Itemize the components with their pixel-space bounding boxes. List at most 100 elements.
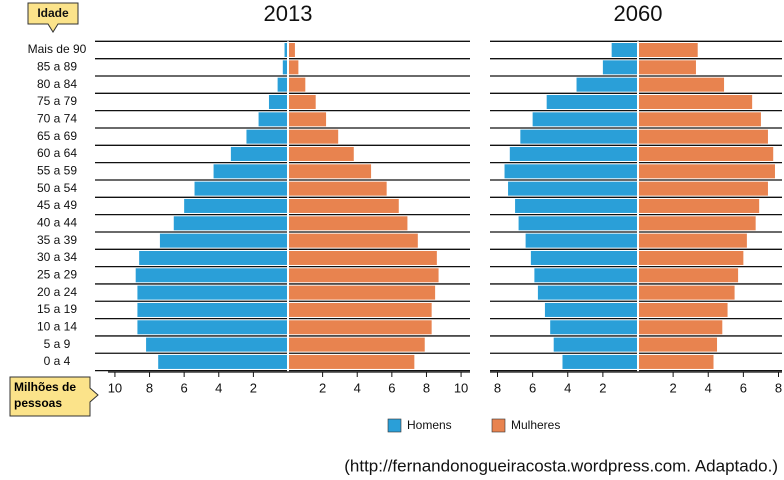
bar [268,94,288,109]
bar [546,94,638,109]
bar [288,354,415,369]
bar [638,112,761,127]
x-tick-label: 8 [146,380,153,395]
bar [230,146,288,161]
bar [288,250,437,265]
bar [194,181,288,196]
bar [638,250,744,265]
bar [638,337,718,352]
bar [184,198,288,213]
bar [288,337,425,352]
bar [146,337,288,352]
y-label-callout: Idade [27,2,79,33]
bar [137,320,288,335]
bar [288,94,316,109]
category-label: 70 a 74 [37,111,77,125]
category-label: Mais de 90 [28,42,87,56]
category-label: 50 a 54 [37,181,77,195]
bar [288,43,295,57]
bar [288,198,399,213]
bar [282,60,288,75]
bar [530,250,638,265]
bar [508,181,638,196]
x-label-callout: Milhões de pessoas [9,376,99,417]
bar [550,320,638,335]
bar [638,77,725,92]
bar [553,337,638,352]
category-label: 60 a 64 [37,146,77,160]
x-tick-label: 8 [775,380,782,395]
bar [638,43,698,57]
bar [246,129,288,144]
bar [638,164,775,179]
bar [288,77,306,92]
bar [518,216,638,231]
x-tick-label: 6 [740,380,747,395]
x-tick-label: 8 [494,380,501,395]
category-label: 75 a 79 [37,94,77,108]
x-tick-label: 4 [215,380,222,395]
chart: 2060 2 2 4 4 6 6 8 8 [490,1,782,395]
bar [288,320,432,335]
bar [288,164,372,179]
category-label: 35 a 39 [37,233,77,247]
chart: 2013 Mais de 90 85 a 89 80 a 84 75 a 79 70 a … [28,1,470,395]
bar [284,43,288,57]
category-label: 30 a 34 [37,250,77,264]
bar [509,146,638,161]
bar [288,285,436,300]
x-tick-label: 4 [705,380,712,395]
bar [173,216,288,231]
x-tick-label: 4 [354,380,361,395]
bar [638,181,768,196]
bar [139,250,288,265]
x-label-box: Milhões de pessoas [14,380,77,410]
bar [288,146,354,161]
legend-label: Mulheres [511,418,560,432]
bar [288,129,339,144]
chart-title: 2060 [614,1,663,26]
x-tick-label: 2 [670,380,677,395]
legend-swatch [491,418,506,433]
category-label: 0 a 4 [44,354,71,368]
bar [544,302,638,317]
bar [525,233,638,248]
x-tick-label: 6 [181,380,188,395]
category-label: 25 a 29 [37,267,77,281]
bar [288,112,327,127]
category-label: 65 a 69 [37,129,77,143]
bar [638,198,760,213]
bar [638,94,753,109]
bar [288,60,299,75]
bar [288,268,439,283]
x-tick-label: 6 [529,380,536,395]
x-tick-label: 10 [454,380,468,395]
x-tick-label: 4 [564,380,571,395]
x-tick-label: 2 [599,380,606,395]
chart-title: 2013 [264,1,313,26]
bar [638,320,723,335]
category-label: 40 a 44 [37,215,77,229]
bar [213,164,288,179]
bar [537,285,638,300]
bar [638,354,714,369]
bar [515,198,638,213]
x-tick-label: 8 [423,380,430,395]
bar [562,354,638,369]
bar [159,233,288,248]
bar [277,77,288,92]
category-label: 45 a 49 [37,198,77,212]
x-tick-label: 2 [319,380,326,395]
bar [288,216,408,231]
category-label: 20 a 24 [37,285,77,299]
x-label: Milhões de pessoas [14,380,77,410]
bar [638,146,774,161]
bar [638,233,747,248]
x-tick-label: 10 [108,380,122,395]
category-label: 5 a 9 [44,337,71,351]
legend-label: Homens [407,418,452,432]
bar [504,164,638,179]
bar [532,112,638,127]
category-label: 15 a 19 [37,302,77,316]
